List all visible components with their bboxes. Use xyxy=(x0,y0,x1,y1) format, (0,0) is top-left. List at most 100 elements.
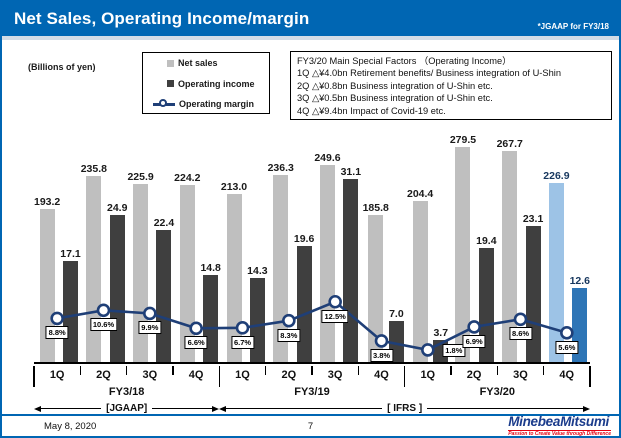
operating-margin-value: 8.6% xyxy=(508,327,533,341)
arrow-right-icon xyxy=(212,405,220,412)
span-line xyxy=(226,408,383,409)
quarter-tick xyxy=(311,366,313,375)
standard-span: [JGAAP] xyxy=(34,402,220,415)
bars-row: 193.2 17.1 235.8 24.9 225.9 22.4 224.2 14.8 213.… xyxy=(34,134,590,362)
operating-margin-value: 10.6% xyxy=(89,318,118,332)
net-sales-bar xyxy=(548,182,564,362)
operating-income-value: 7.0 xyxy=(389,307,404,320)
operating-income-value: 24.9 xyxy=(107,202,128,215)
net-sales-bar-col: 204.4 xyxy=(407,134,433,362)
quarter-label: 1Q xyxy=(420,369,436,381)
operating-income-value: 14.3 xyxy=(247,264,268,277)
operating-margin-value: 8.8% xyxy=(45,326,69,340)
operating-income-value: 23.1 xyxy=(522,212,544,225)
special-factor-line: 4Q △¥9.4bn Impact of Covid-19 etc. xyxy=(297,105,446,116)
span-line xyxy=(427,408,583,409)
logo-text: MinebeaMitsumi xyxy=(508,414,610,430)
footer-date: May 8, 2020 xyxy=(44,420,97,432)
operating-income-bar xyxy=(156,229,172,362)
arrow-left-icon xyxy=(219,405,227,412)
operating-income-bar xyxy=(63,261,78,362)
operating-income-bar-col: 14.8 xyxy=(200,134,221,362)
operating-income-value: 22.4 xyxy=(153,216,175,229)
operating-income-bar-col: 19.4 xyxy=(476,134,497,362)
logo-tagline: Passion to Create Value through Differen… xyxy=(508,429,611,437)
operating-income-value: 14.8 xyxy=(200,261,221,274)
quarter-cell: 204.4 3.7 xyxy=(405,134,449,362)
net-sales-value: 225.9 xyxy=(127,170,154,183)
quarter-tick xyxy=(542,366,545,375)
year-divider-tick xyxy=(218,366,221,387)
operating-margin-value: 9.9% xyxy=(138,321,162,335)
net-sales-bar xyxy=(368,215,384,362)
fiscal-year-label: FY3/20 xyxy=(479,386,516,398)
x-axis: 1Q 2Q 3Q 4Q 1Q 2Q 3Q 4Q 1Q 2Q 3Q 4Q FY3/18 FY3/19 FY3… xyxy=(33,366,591,415)
fiscal-year-labels-row: FY3/18 FY3/19 FY3/20 xyxy=(34,386,590,401)
net-sales-value: 279.5 xyxy=(449,134,477,146)
operating-income-value: 12.6 xyxy=(569,274,590,287)
quarter-label: 4Q xyxy=(188,369,204,381)
net-sales-value: 267.7 xyxy=(496,137,523,150)
operating-income-bar-col: 14.3 xyxy=(247,134,268,362)
special-factor-line: 3Q △¥0.5bn Business integration of U-Shi… xyxy=(297,93,493,104)
fiscal-year-label: FY3/18 xyxy=(108,386,145,398)
operating-income-value: 31.1 xyxy=(340,165,362,178)
chart-plot-area: 193.2 17.1 235.8 24.9 225.9 22.4 224.2 14.8 213.… xyxy=(34,134,590,364)
quarter-label: 3Q xyxy=(327,369,343,381)
year-divider-tick xyxy=(589,366,591,387)
net-sales-bar-col: 185.8 xyxy=(363,134,389,362)
quarter-cell: 279.5 19.4 xyxy=(450,134,497,362)
operating-income-value: 19.4 xyxy=(476,234,497,247)
legend-item-net-sales: Net sales xyxy=(153,58,263,68)
operating-income-bar xyxy=(296,246,312,362)
year-divider-tick xyxy=(33,366,35,387)
net-sales-bar xyxy=(133,183,149,362)
net-sales-value: 235.8 xyxy=(80,162,107,175)
operating-income-bar xyxy=(249,277,265,362)
quarter-label: 1Q xyxy=(49,369,65,381)
standard-label: [JGAAP] xyxy=(106,403,148,414)
net-sales-bar-col: 224.2 xyxy=(174,134,200,362)
header-strip xyxy=(2,36,619,40)
operating-margin-marker-icon xyxy=(153,98,175,109)
net-sales-value: 236.3 xyxy=(267,162,294,175)
standard-span: [ IFRS ] xyxy=(219,402,590,415)
quarter-tick xyxy=(172,366,174,375)
operating-income-bar xyxy=(525,225,541,362)
legend-label: Operating income xyxy=(178,78,255,89)
operating-income-bar xyxy=(109,215,125,362)
page-title: Net Sales, Operating Income/margin xyxy=(14,9,310,28)
header-note: *JGAAP for FY3/18 xyxy=(537,22,609,31)
net-sales-bar-col: 279.5 xyxy=(450,134,476,362)
quarter-cell: 226.9 12.6 xyxy=(543,134,590,362)
net-sales-swatch-icon xyxy=(167,59,174,67)
quarter-cell: 185.8 7.0 xyxy=(361,134,405,362)
quarter-label: 2Q xyxy=(281,369,297,381)
year-divider-tick xyxy=(403,366,406,387)
net-sales-bar xyxy=(86,175,102,362)
span-line xyxy=(41,408,102,409)
net-sales-bar xyxy=(319,164,335,362)
operating-income-bar-col: 12.6 xyxy=(570,134,590,362)
arrow-left-icon xyxy=(34,405,41,412)
arrow-right-icon xyxy=(582,405,590,412)
legend-item-operating-margin: Operating margin xyxy=(153,98,263,109)
unit-label: (Billions of yen) xyxy=(28,62,96,72)
operating-margin-value: 6.7% xyxy=(230,335,255,349)
quarter-tick xyxy=(496,366,499,375)
operating-margin-value: 3.8% xyxy=(369,348,394,362)
net-sales-bar xyxy=(455,147,471,362)
accounting-standard-row: [JGAAP] [ IFRS ] xyxy=(34,402,590,415)
operating-income-bar-col: 31.1 xyxy=(341,134,361,362)
quarter-tick xyxy=(79,366,82,375)
quarter-tick xyxy=(357,366,360,375)
legend-item-operating-income: Operating income xyxy=(153,79,263,89)
operating-income-value: 3.7 xyxy=(433,327,449,340)
quarter-label: 1Q xyxy=(235,369,250,381)
operating-income-bar-col: 7.0 xyxy=(388,134,404,362)
net-sales-value: 193.2 xyxy=(34,196,61,209)
legend: Net sales Operating income Operating mar… xyxy=(142,52,270,114)
net-sales-bar-col: 249.6 xyxy=(314,134,341,362)
special-factors-box: FY3/20 Main Special Factors （Operating I… xyxy=(290,51,612,120)
